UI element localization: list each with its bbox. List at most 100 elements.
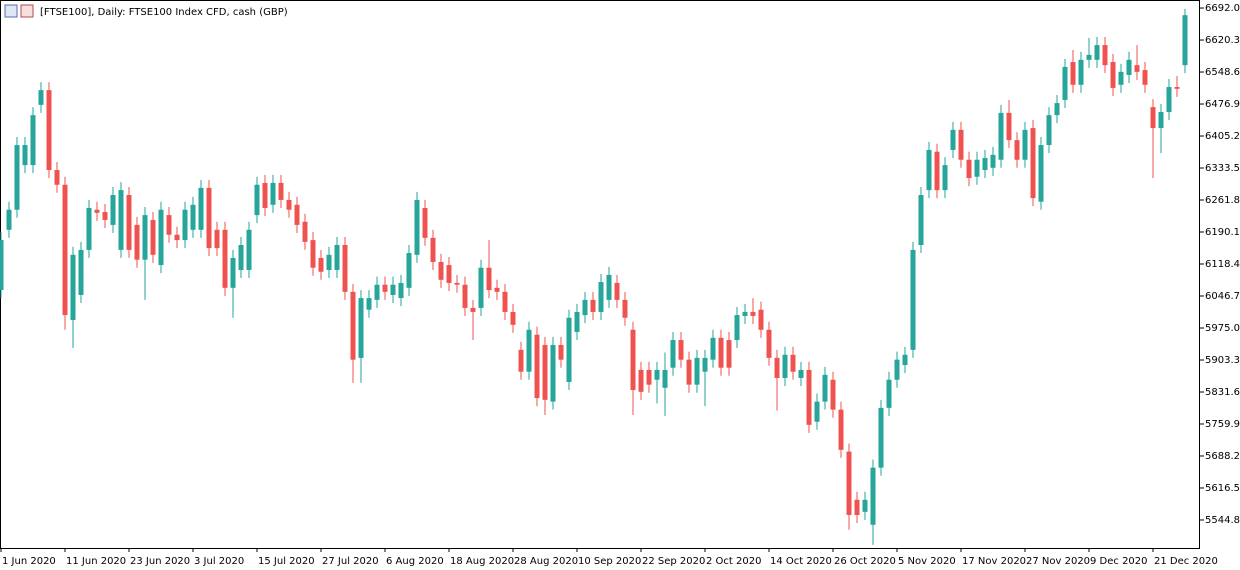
- y-tick-label: 5975.00: [1205, 323, 1240, 334]
- candle-body: [678, 340, 684, 360]
- candle-body: [1102, 45, 1108, 66]
- candle-body: [110, 195, 116, 225]
- candle-body: [750, 311, 756, 316]
- candle-body: [310, 240, 316, 268]
- candle-body: [158, 209, 164, 266]
- candle-body: [782, 354, 788, 378]
- candle-body: [38, 90, 44, 105]
- candle-body: [190, 204, 196, 230]
- candle-body: [238, 244, 244, 270]
- y-tick-label: 6405.20: [1205, 131, 1240, 142]
- candle-body: [526, 329, 532, 372]
- candle-body: [606, 274, 612, 300]
- candle-body: [646, 369, 652, 385]
- candle-body: [806, 369, 812, 425]
- candle-body: [486, 267, 492, 291]
- candle-body: [710, 337, 716, 360]
- candle-body: [0, 240, 4, 291]
- candle-body: [1046, 115, 1052, 146]
- candle-body: [910, 249, 916, 350]
- x-tick-label: 27 Jul 2020: [322, 556, 379, 567]
- candle-body: [742, 311, 748, 316]
- candle-body: [254, 184, 260, 216]
- candle-body: [582, 299, 588, 316]
- candle-body: [702, 357, 708, 372]
- candle-body: [126, 195, 132, 250]
- candle-body: [1182, 15, 1188, 66]
- candle-body: [1030, 128, 1036, 199]
- y-tick-label: 6620.30: [1205, 35, 1240, 46]
- candle-body: [670, 340, 676, 368]
- candle-body: [278, 182, 284, 200]
- candle-body: [574, 311, 580, 333]
- candle-body: [446, 265, 452, 283]
- candle-body: [558, 344, 564, 360]
- candle-body: [894, 359, 900, 380]
- candle-body: [774, 357, 780, 378]
- candle-body: [950, 129, 956, 150]
- candle-body: [566, 317, 572, 382]
- candle-body: [334, 244, 340, 270]
- chart-title: [FTSE100], Daily: FTSE100 Index CFD, cas…: [40, 7, 288, 18]
- y-tick-label: 6190.10: [1205, 227, 1240, 238]
- y-tick-label: 5759.90: [1205, 419, 1240, 430]
- candle-body: [814, 401, 820, 422]
- candle-body: [990, 154, 996, 168]
- y-tick-label: 6261.80: [1205, 195, 1240, 206]
- x-tick-label: 2 Oct 2020: [706, 556, 761, 567]
- candle-body: [318, 257, 324, 272]
- candle-body: [166, 215, 172, 235]
- candle-body: [1022, 129, 1028, 160]
- candle-body: [286, 199, 292, 210]
- y-tick-label: 5544.80: [1205, 515, 1240, 526]
- x-tick-label: 26 Oct 2020: [834, 556, 896, 567]
- candle-body: [974, 159, 980, 177]
- candle-body: [878, 407, 884, 468]
- candle-body: [342, 244, 348, 292]
- candle-body: [1142, 70, 1148, 85]
- y-tick-label: 6548.60: [1205, 67, 1240, 78]
- candle-body: [502, 291, 508, 312]
- candle-body: [150, 220, 156, 255]
- candle-body: [982, 157, 988, 171]
- candle-body: [766, 329, 772, 358]
- y-tick-label: 5903.30: [1205, 355, 1240, 366]
- candle-body: [294, 204, 300, 225]
- y-tick-label: 6118.40: [1205, 259, 1240, 270]
- y-tick-label: 5831.60: [1205, 387, 1240, 398]
- candle-body: [1006, 112, 1012, 141]
- candle-body: [494, 287, 500, 292]
- x-tick-label: 18 Aug 2020: [450, 556, 514, 567]
- candle-body: [382, 284, 388, 292]
- candle-body: [222, 229, 228, 288]
- x-tick-label: 28 Aug 2020: [514, 556, 578, 567]
- candle-body: [1126, 59, 1132, 75]
- x-tick-label: 21 Dec 2020: [1154, 556, 1218, 567]
- candle-body: [118, 190, 124, 250]
- candle-body: [846, 451, 852, 515]
- candle-body: [934, 151, 940, 191]
- candle-body: [1150, 107, 1156, 129]
- title-icon: [4, 4, 34, 18]
- candle-body: [926, 149, 932, 191]
- candle-body: [998, 112, 1004, 160]
- candle-body: [1110, 62, 1116, 88]
- candle-body: [414, 199, 420, 255]
- x-tick-label: 11 Jun 2020: [66, 556, 126, 567]
- x-tick-label: 10 Sep 2020: [578, 556, 641, 567]
- candle-body: [654, 369, 660, 380]
- candle-body: [438, 261, 444, 280]
- candle-body: [966, 159, 972, 179]
- candle-body: [822, 374, 828, 402]
- candle-body: [230, 257, 236, 288]
- candle-body: [1014, 140, 1020, 160]
- candle-body: [622, 299, 628, 318]
- candle-body: [30, 115, 36, 166]
- candle-body: [758, 309, 764, 330]
- candle-body: [1070, 62, 1076, 85]
- candle-body: [638, 369, 644, 392]
- candle-body: [6, 209, 12, 230]
- candle-body: [350, 291, 356, 360]
- candle-body: [182, 209, 188, 241]
